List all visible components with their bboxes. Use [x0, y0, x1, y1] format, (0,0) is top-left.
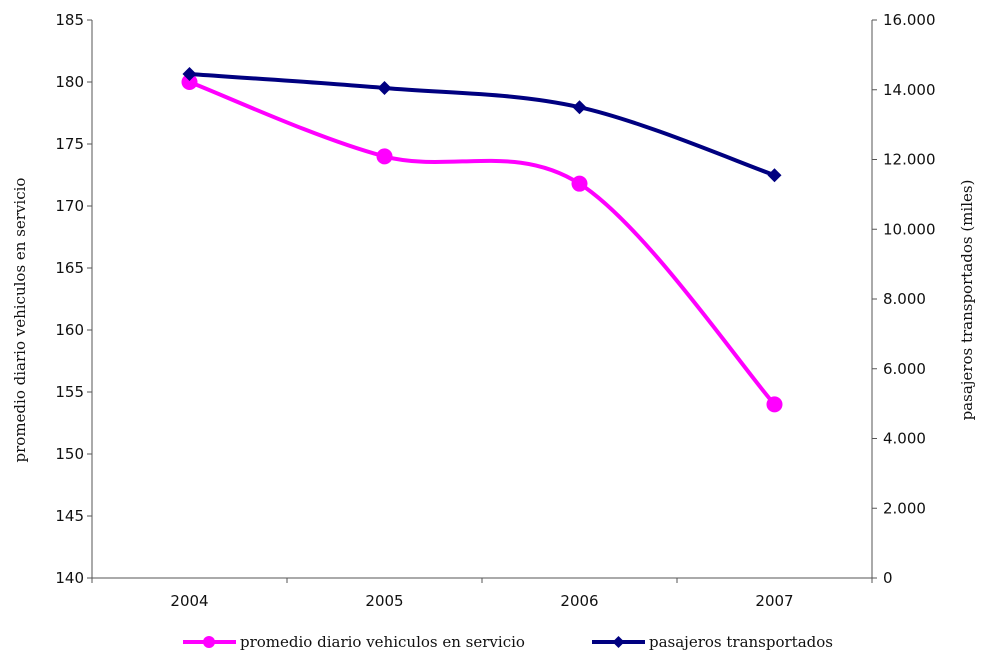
right-tick-label: 14.000: [883, 81, 936, 99]
data-point: [572, 100, 587, 115]
left-tick-label: 155: [55, 383, 84, 401]
right-tick-label: 12.000: [883, 151, 936, 169]
data-point: [571, 175, 588, 192]
series-layer: [181, 67, 783, 413]
right-tick-label: 16.000: [883, 11, 936, 29]
legend: promedio diario vehiculos en servicio pa…: [183, 633, 833, 651]
left-tick-label: 175: [55, 135, 84, 153]
left-tick-label: 185: [55, 11, 84, 29]
right-axis-ticks: 0 2.000 4.000 6.000 8.000 10.000 12.000 14.000 1…: [872, 11, 936, 587]
left-axis-ticks: 140 145 150 155 160 165 170 175 180 185: [55, 11, 92, 587]
right-tick-label: 4.000: [883, 430, 926, 448]
left-tick-label: 165: [55, 259, 84, 277]
right-axis-title: pasajeros transportados (miles): [958, 180, 976, 421]
left-tick-label: 145: [55, 507, 84, 525]
legend-label-vehicles: promedio diario vehiculos en servicio: [240, 633, 525, 651]
left-tick-label: 150: [55, 445, 84, 463]
series-line-vehicles: [187, 80, 777, 407]
data-point: [182, 67, 197, 82]
series-vehicles: [181, 74, 783, 413]
data-point: [377, 81, 392, 96]
x-axis-ticks: 2004 2005 2006 2007: [91, 578, 873, 610]
data-point: [767, 168, 782, 183]
data-point: [181, 74, 198, 90]
legend-item-vehicles: promedio diario vehiculos en servicio: [183, 633, 525, 651]
legend-marker-passengers: [612, 636, 625, 648]
x-tick-label: 2006: [560, 592, 598, 610]
x-tick-label: 2007: [755, 592, 793, 610]
left-axis-title: promedio diario vehiculos en servicio: [11, 178, 29, 463]
series-line-passengers: [187, 72, 777, 178]
left-tick-label: 140: [55, 569, 84, 587]
data-point: [376, 148, 393, 165]
x-tick-label: 2005: [365, 592, 403, 610]
left-tick-label: 170: [55, 197, 84, 215]
legend-item-passengers: pasajeros transportados: [592, 633, 833, 651]
series-passengers: [182, 67, 782, 183]
left-tick-label: 180: [55, 73, 84, 91]
right-tick-label: 8.000: [883, 290, 926, 308]
right-tick-label: 2.000: [883, 499, 926, 517]
right-tick-label: 6.000: [883, 360, 926, 378]
legend-label-passengers: pasajeros transportados: [649, 633, 833, 651]
x-tick-label: 2004: [170, 592, 208, 610]
right-tick-label: 0: [883, 569, 893, 587]
right-tick-label: 10.000: [883, 220, 936, 238]
axes: [91, 20, 873, 579]
data-point: [766, 396, 783, 413]
left-tick-label: 160: [55, 321, 84, 339]
legend-marker-vehicles: [203, 636, 215, 648]
